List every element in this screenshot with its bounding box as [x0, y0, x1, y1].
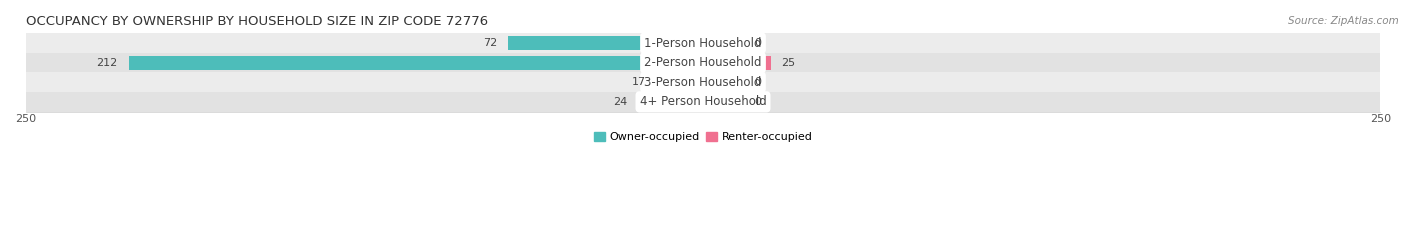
Text: 72: 72 [482, 38, 498, 48]
Text: 0: 0 [755, 77, 762, 87]
Text: 212: 212 [97, 58, 118, 68]
Bar [25, 33, 1381, 53]
Legend: Owner-occupied, Renter-occupied: Owner-occupied, Renter-occupied [589, 127, 817, 147]
Text: OCCUPANCY BY OWNERSHIP BY HOUSEHOLD SIZE IN ZIP CODE 72776: OCCUPANCY BY OWNERSHIP BY HOUSEHOLD SIZE… [25, 15, 488, 28]
Text: 4+ Person Household: 4+ Person Household [640, 95, 766, 108]
Bar [657, 75, 703, 89]
Bar [508, 36, 703, 50]
Bar [25, 72, 1381, 92]
Bar [703, 75, 744, 89]
Bar [25, 53, 1381, 72]
Bar [703, 36, 744, 50]
Bar [638, 95, 703, 109]
Text: 0: 0 [755, 97, 762, 107]
Text: 25: 25 [782, 58, 796, 68]
Text: 17: 17 [631, 77, 647, 87]
Text: 2-Person Household: 2-Person Household [644, 56, 762, 69]
Bar [703, 56, 770, 70]
Bar [128, 56, 703, 70]
Text: 3-Person Household: 3-Person Household [644, 76, 762, 89]
Text: 0: 0 [755, 38, 762, 48]
Text: 1-Person Household: 1-Person Household [644, 37, 762, 50]
Text: Source: ZipAtlas.com: Source: ZipAtlas.com [1288, 16, 1399, 26]
Text: 24: 24 [613, 97, 627, 107]
Bar [703, 95, 744, 109]
Bar [25, 92, 1381, 112]
